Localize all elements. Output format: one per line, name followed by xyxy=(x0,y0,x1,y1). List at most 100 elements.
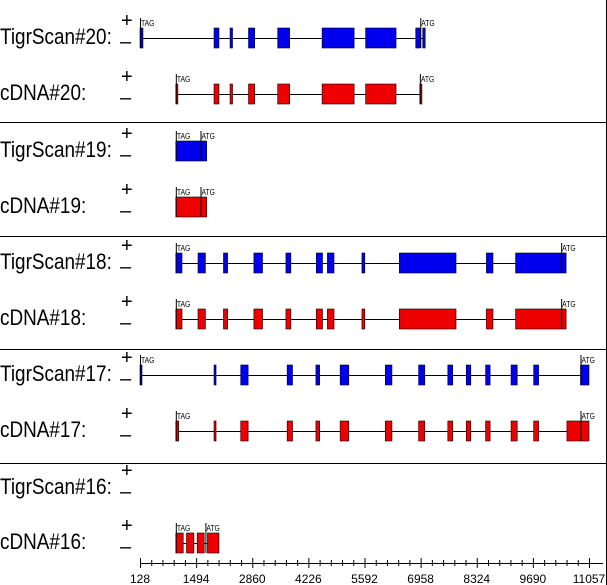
track-label: TigrScan#16: xyxy=(0,474,112,499)
exon-box xyxy=(197,308,206,330)
axis-tick-label: 4226 xyxy=(295,572,322,585)
codon-tag: TAG xyxy=(177,74,191,84)
track-label: cDNA#16: xyxy=(0,529,87,554)
minus-strand-icon: – xyxy=(120,87,132,109)
exon-box xyxy=(339,420,350,442)
exon-box xyxy=(515,252,567,274)
codon-tag: ATG xyxy=(421,74,435,84)
exon-box xyxy=(399,308,457,330)
codon-tag: TAG xyxy=(177,523,191,533)
exon-box xyxy=(486,308,494,330)
exon-box xyxy=(418,364,426,386)
exon-box xyxy=(223,252,228,274)
plus-strand-icon: + xyxy=(121,347,133,369)
exon-box xyxy=(365,27,397,49)
exon-box xyxy=(327,252,335,274)
exon-box xyxy=(286,364,293,386)
track-label: TigrScan#17: xyxy=(0,361,112,386)
exon-box xyxy=(315,364,320,386)
exon-box xyxy=(339,364,350,386)
codon-tag: ATG xyxy=(201,187,215,197)
exon-box xyxy=(385,364,393,386)
exon-box xyxy=(533,364,539,386)
plus-strand-icon: + xyxy=(121,10,133,32)
exon-box xyxy=(316,308,323,330)
minus-strand-icon: – xyxy=(120,31,132,53)
minus-strand-icon: – xyxy=(120,200,132,222)
codon-tag: ATG xyxy=(206,523,220,533)
exon-box xyxy=(486,252,494,274)
axis-tick-label: 8324 xyxy=(463,572,490,585)
exon-box xyxy=(465,420,472,442)
minus-strand-icon: – xyxy=(120,424,132,446)
exon-box xyxy=(365,83,397,105)
exon-box xyxy=(465,364,472,386)
exon-box xyxy=(240,364,249,386)
exon-box xyxy=(415,27,421,49)
exon-box xyxy=(248,83,256,105)
track-label: cDNA#18: xyxy=(0,305,87,330)
exon-box xyxy=(566,420,590,442)
exon-box xyxy=(385,420,393,442)
exon-box xyxy=(175,532,184,554)
exon-box xyxy=(399,252,457,274)
codon-tag: ATG xyxy=(581,355,595,365)
exon-box xyxy=(223,308,228,330)
plus-strand-icon: + xyxy=(121,66,133,88)
exon-box xyxy=(316,252,323,274)
exon-box xyxy=(213,27,220,49)
codon-tag: TAG xyxy=(141,355,155,365)
exon-box xyxy=(447,420,454,442)
exon-box xyxy=(515,308,567,330)
exon-box xyxy=(510,420,518,442)
axis-tick-label: 9690 xyxy=(520,572,547,585)
axis-tick-label: 5592 xyxy=(351,572,378,585)
exon-box xyxy=(248,27,256,49)
exon-box xyxy=(240,420,249,442)
axis-tick-label: 6958 xyxy=(407,572,434,585)
exon-box xyxy=(229,83,233,105)
exon-box xyxy=(485,364,491,386)
axis-tick-label: 1494 xyxy=(183,572,210,585)
exon-box xyxy=(418,420,426,442)
exon-box xyxy=(485,420,491,442)
exon-box xyxy=(175,140,207,162)
minus-strand-icon: – xyxy=(120,144,132,166)
plus-strand-icon: + xyxy=(121,515,133,537)
codon-tag: TAG xyxy=(141,18,155,28)
codon-tag: TAG xyxy=(177,411,191,421)
axis-tick-label: 11057 xyxy=(573,572,606,585)
exon-box xyxy=(175,196,207,218)
codon-tag: ATG xyxy=(201,131,215,141)
exon-box xyxy=(286,420,293,442)
minus-strand-icon: – xyxy=(120,481,132,503)
exon-box xyxy=(533,420,539,442)
exon-box xyxy=(277,27,290,49)
exon-box xyxy=(321,27,355,49)
track-label: cDNA#20: xyxy=(0,80,87,105)
minus-strand-icon: – xyxy=(120,312,132,334)
exon-box xyxy=(253,252,263,274)
exon-box xyxy=(285,308,292,330)
track-label: TigrScan#19: xyxy=(0,137,112,162)
exon-box xyxy=(361,252,366,274)
exon-box xyxy=(213,420,217,442)
exon-box xyxy=(580,364,590,386)
exon-box xyxy=(510,364,518,386)
track-label: TigrScan#18: xyxy=(0,249,112,274)
plus-strand-icon: + xyxy=(121,460,133,482)
exon-box xyxy=(327,308,335,330)
track-label: cDNA#19: xyxy=(0,193,87,218)
exon-box xyxy=(422,27,426,49)
exon-box xyxy=(447,364,454,386)
codon-tag: ATG xyxy=(562,243,576,253)
plus-strand-icon: + xyxy=(121,291,133,313)
exon-box xyxy=(285,252,292,274)
codon-tag: TAG xyxy=(177,243,191,253)
exon-box xyxy=(277,83,290,105)
exon-box xyxy=(186,532,195,554)
plus-strand-icon: + xyxy=(121,235,133,257)
exon-box xyxy=(315,420,320,442)
exon-box xyxy=(213,83,220,105)
